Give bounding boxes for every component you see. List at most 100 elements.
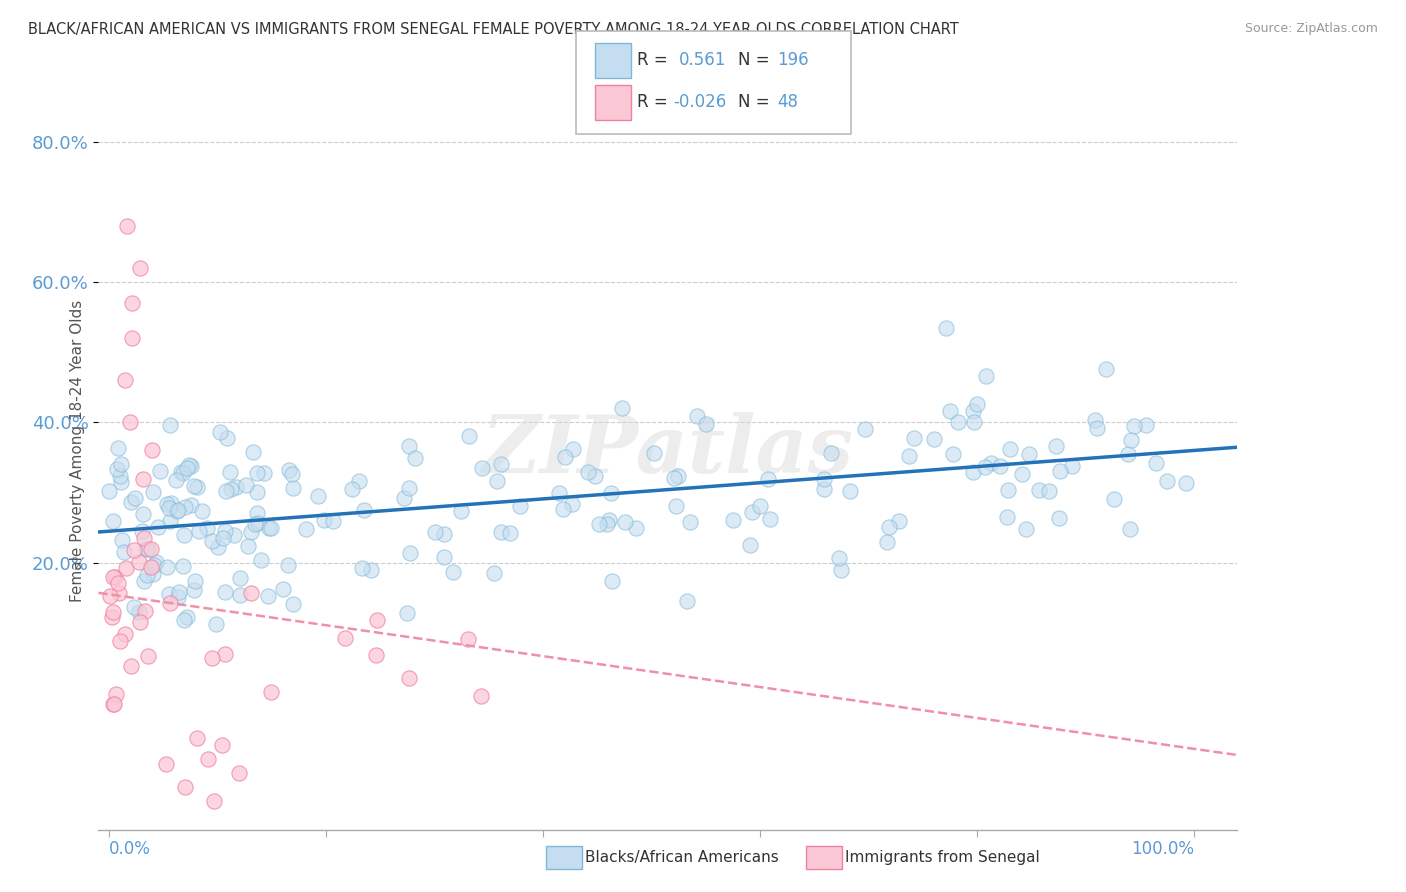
Point	[257, 520, 280, 534]
Point	[176, 461, 198, 475]
Point	[1045, 439, 1067, 453]
Point	[108, 468, 131, 483]
Point	[146, 520, 169, 534]
Point	[509, 499, 531, 513]
Point	[115, 560, 138, 574]
Point	[214, 585, 236, 599]
Point	[201, 534, 224, 549]
Point	[122, 542, 145, 557]
Point	[246, 506, 269, 520]
Point	[813, 472, 835, 486]
Point	[820, 446, 842, 460]
Point	[249, 553, 271, 567]
Point	[307, 490, 329, 504]
Point	[366, 613, 388, 627]
Point	[128, 555, 150, 569]
Point	[224, 527, 246, 541]
Text: 100.0%: 100.0%	[1130, 840, 1194, 858]
Point	[124, 491, 146, 505]
Point	[128, 605, 150, 619]
Point	[121, 296, 143, 310]
Point	[997, 483, 1019, 497]
Point	[312, 513, 335, 527]
Point	[132, 531, 155, 545]
Point	[155, 757, 177, 772]
Point	[551, 502, 574, 516]
Point	[228, 766, 250, 780]
Text: N =: N =	[738, 51, 769, 69]
Point	[167, 590, 190, 604]
Point	[350, 560, 373, 574]
Point	[132, 471, 155, 485]
Point	[1085, 421, 1108, 435]
Point	[229, 588, 252, 602]
Point	[695, 417, 717, 431]
Point	[157, 587, 180, 601]
Point	[738, 538, 761, 552]
Point	[360, 564, 382, 578]
Point	[156, 497, 179, 511]
Point	[105, 462, 128, 476]
Point	[1084, 413, 1107, 427]
Point	[225, 481, 247, 495]
Point	[145, 555, 167, 569]
Point	[110, 634, 132, 648]
Point	[1094, 362, 1116, 376]
Point	[277, 558, 299, 572]
Point	[485, 474, 508, 488]
Point	[105, 687, 128, 701]
Point	[114, 627, 136, 641]
Point	[666, 469, 689, 483]
Point	[202, 795, 225, 809]
Point	[120, 495, 142, 509]
Point	[139, 559, 162, 574]
Point	[457, 429, 479, 443]
Point	[588, 516, 610, 531]
Point	[197, 752, 219, 766]
Point	[1018, 447, 1040, 461]
Point	[398, 439, 420, 453]
Point	[721, 513, 744, 527]
Point	[159, 514, 181, 528]
Point	[183, 582, 205, 597]
Point	[101, 610, 124, 624]
Text: Source: ZipAtlas.com: Source: ZipAtlas.com	[1244, 22, 1378, 36]
Point	[583, 468, 606, 483]
Point	[271, 582, 294, 596]
Point	[1028, 483, 1050, 497]
Point	[131, 507, 153, 521]
Point	[167, 503, 190, 517]
Point	[110, 457, 132, 471]
Point	[186, 480, 208, 494]
Point	[828, 550, 851, 565]
Point	[1047, 511, 1070, 525]
Point	[561, 497, 583, 511]
Point	[215, 431, 238, 445]
Point	[172, 558, 194, 573]
Point	[240, 524, 263, 539]
Point	[482, 566, 505, 581]
Point	[398, 671, 420, 685]
Point	[239, 586, 262, 600]
Point	[201, 650, 224, 665]
Point	[245, 516, 267, 531]
Point	[281, 481, 304, 495]
Point	[595, 517, 617, 532]
Point	[207, 540, 229, 554]
Point	[1156, 475, 1178, 489]
Point	[110, 475, 132, 490]
Point	[433, 527, 456, 541]
Point	[665, 499, 688, 513]
Point	[353, 503, 375, 517]
Point	[242, 445, 264, 459]
Point	[988, 458, 1011, 473]
Point	[159, 418, 181, 433]
Point	[879, 520, 901, 534]
Y-axis label: Female Poverty Among 18-24 Year Olds: Female Poverty Among 18-24 Year Olds	[69, 300, 84, 601]
Point	[610, 401, 633, 415]
Point	[830, 563, 852, 577]
Text: R =: R =	[637, 93, 668, 112]
Point	[938, 404, 960, 418]
Point	[922, 432, 945, 446]
Text: 0.0%: 0.0%	[110, 840, 150, 858]
